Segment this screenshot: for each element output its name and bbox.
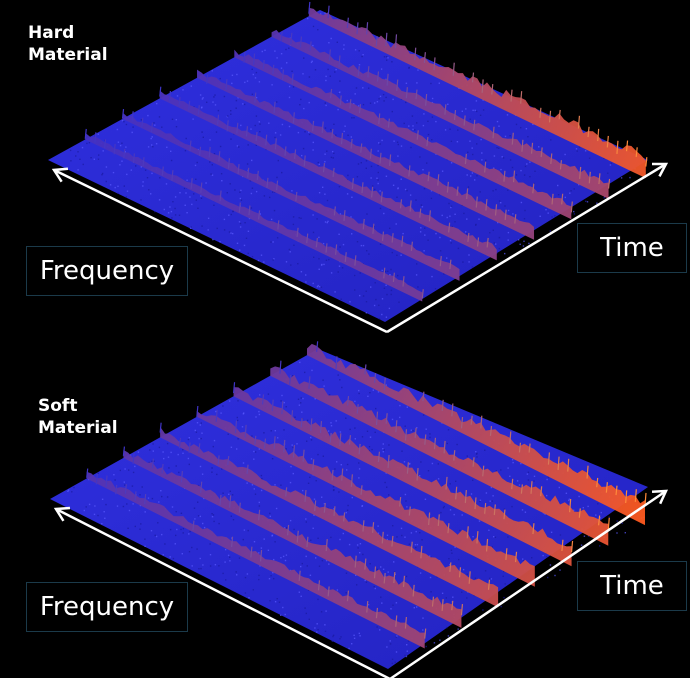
ridge [86, 468, 427, 649]
time-axis-line [389, 489, 667, 678]
ridge [232, 382, 574, 567]
label-line1: Soft [38, 396, 78, 416]
surface-base [50, 349, 648, 669]
time-axis-line [386, 162, 667, 334]
ridge [121, 109, 460, 281]
ridge [306, 341, 647, 526]
frequency-arrow-icon [53, 506, 71, 522]
hard-material-surface [48, 1, 669, 334]
surface-base [48, 10, 648, 322]
ridge [159, 422, 499, 608]
frequency-axis-line [55, 507, 391, 678]
time-axis-label: Time [577, 223, 687, 273]
time-axis-label: Time [577, 561, 687, 611]
soft-material-panel: Soft Material Frequency Time [0, 339, 690, 678]
ridge [197, 69, 535, 240]
frequency-axis-label: Frequency [26, 246, 188, 296]
ridge [271, 29, 611, 199]
soft-material-label: Soft Material [38, 395, 118, 439]
ridge [234, 49, 573, 220]
label-line2: Material [28, 45, 108, 65]
ridge [122, 446, 464, 628]
frequency-arrow-icon [51, 167, 69, 183]
hard-material-label: Hard Material [28, 22, 108, 66]
soft-material-surface [50, 341, 669, 678]
axes [53, 489, 669, 678]
time-arrow-icon [652, 162, 669, 177]
frequency-axis-label: Frequency [26, 582, 188, 632]
time-arrow-icon [651, 489, 669, 505]
frequency-axis-line [53, 168, 388, 334]
label-line2: Material [38, 418, 118, 438]
ridge [308, 1, 648, 179]
hard-material-panel: Hard Material Frequency Time [26, 1, 687, 334]
label-line1: Hard [28, 23, 75, 43]
axes [51, 162, 669, 334]
ridge [84, 128, 424, 302]
ridge [270, 360, 610, 546]
ridge [159, 86, 497, 261]
ridge [196, 405, 535, 587]
